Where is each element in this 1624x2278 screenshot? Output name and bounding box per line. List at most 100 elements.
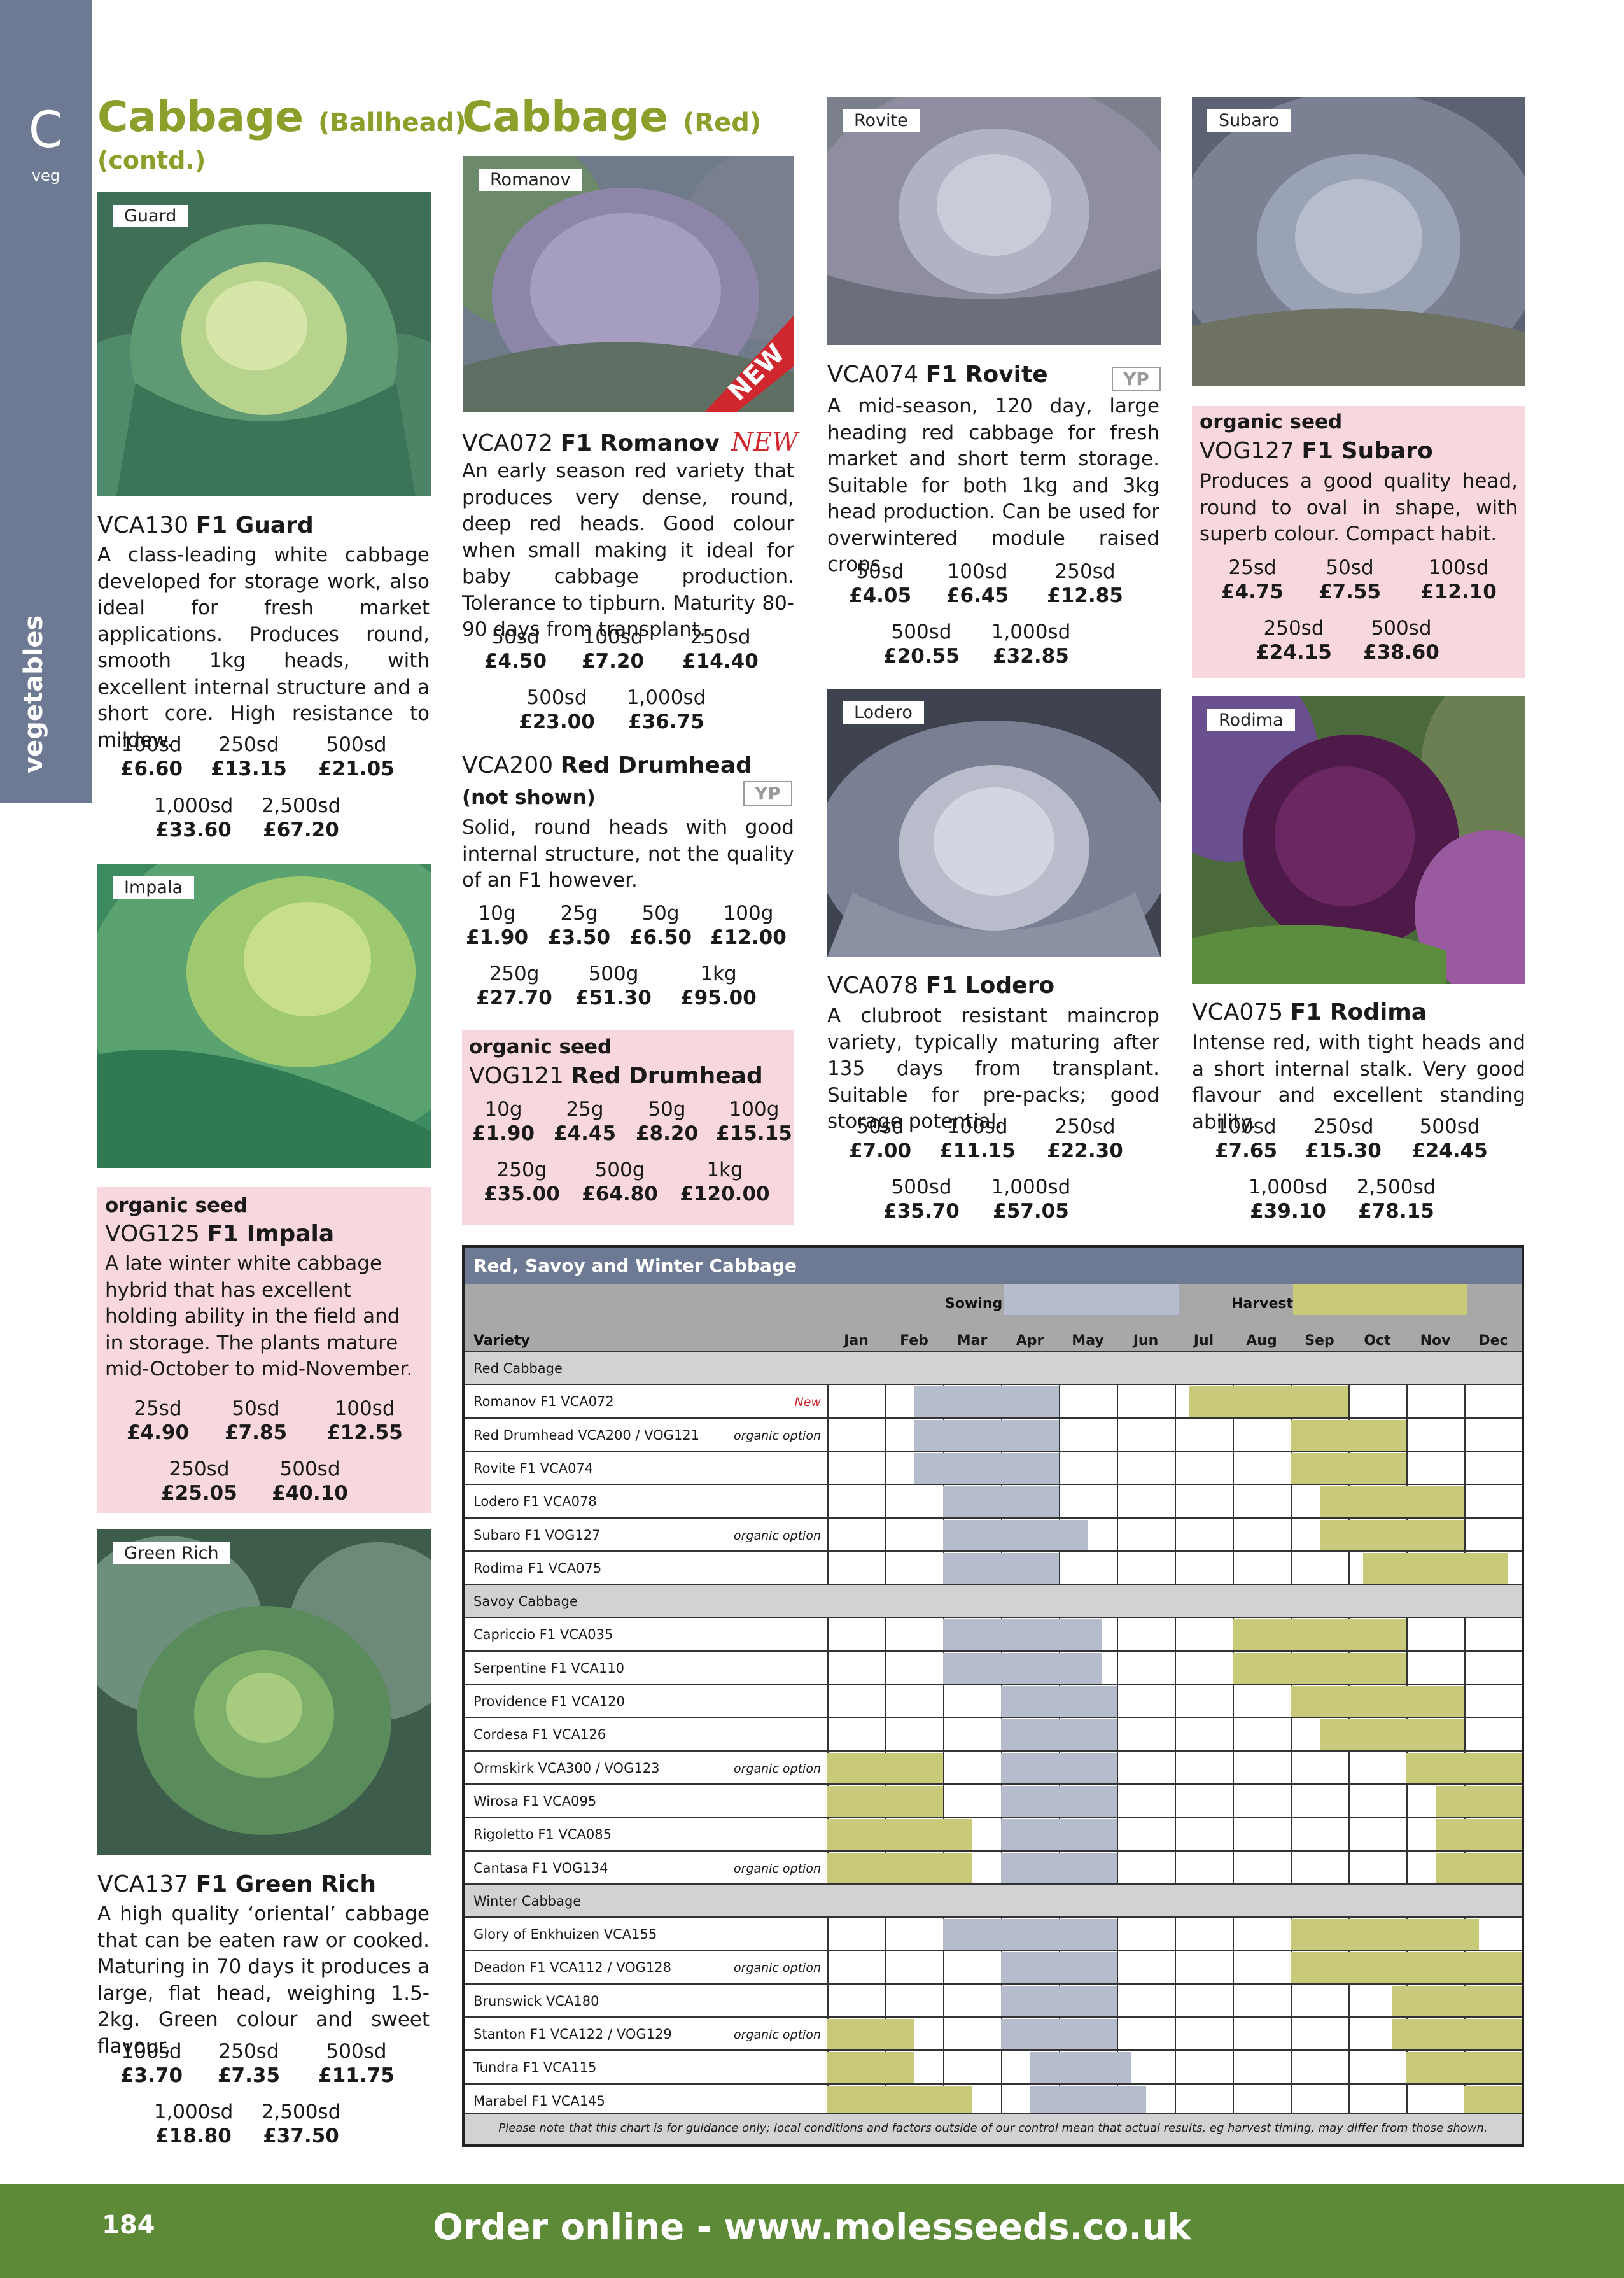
month-cell: [1117, 1784, 1175, 1818]
month-cell: [1175, 2018, 1233, 2051]
variety-name: Ormskirk VCA300 / VOG123: [473, 1760, 660, 1776]
romanov-price-3: 250sd £14.40: [682, 626, 759, 673]
month-cell: [1464, 1418, 1522, 1452]
impala-price-4: 250sd £25.05: [161, 1458, 237, 1505]
month-cell: [1059, 1385, 1117, 1419]
drumhead-price-2: 25g £3.50: [547, 902, 611, 949]
harvest-bar: [1435, 1852, 1522, 1883]
month-cell: [1175, 1618, 1233, 1652]
month-cell: [1117, 1618, 1175, 1652]
sowing-harvest-chart: Red, Savoy and Winter Cabbage Sowing Har…: [462, 1245, 1524, 2147]
month-cell: [1175, 1418, 1233, 1452]
lodero-price-3: 250sd £22.30: [1047, 1115, 1123, 1162]
month-cell: [1175, 1551, 1233, 1585]
rovite-price-2: 100sd £6.45: [946, 560, 1009, 607]
harvest-bar: [1319, 1519, 1464, 1550]
sowing-bar: [943, 1552, 1059, 1584]
organic-option-tag: organic option: [733, 1428, 821, 1443]
sowing-bar: [1001, 2019, 1117, 2050]
drumhead-price-5: 250g £27.70: [476, 962, 552, 1009]
month-cell: [1059, 1551, 1117, 1585]
drumhead-org-price-3: 50g £8.20: [635, 1098, 699, 1145]
month-cell: [1348, 1751, 1406, 1785]
month-cell: [1175, 1485, 1233, 1519]
month-cell: [827, 1551, 885, 1585]
rodima-price-5: 2,500sd £78.15: [1356, 1176, 1436, 1223]
harvest-bar: [1392, 1985, 1522, 2016]
month-cell: [1233, 1518, 1291, 1552]
organic-option-tag: organic option: [733, 2028, 821, 2042]
drumhead-yp-badge: YP: [743, 781, 792, 806]
month-header-jan: Jan: [844, 1333, 869, 1349]
romanov-price-1: 50sd £4.50: [484, 626, 547, 673]
impala-organic-box: [97, 1187, 431, 1513]
sowing-bar: [1001, 1719, 1117, 1750]
variety-name: Red Drumhead VCA200 / VOG121: [473, 1427, 700, 1443]
month-cell: [1233, 1818, 1291, 1852]
drumhead-price-7: 1kg £95.00: [680, 962, 757, 1009]
guard-price-5: 2,500sd £67.20: [261, 794, 341, 841]
impala-organic-tag: organic seed: [105, 1194, 248, 1217]
sowing-bar: [914, 1386, 1059, 1417]
month-cell: [1291, 1485, 1348, 1519]
chart-variety-row: Providence F1 VCA120: [465, 1684, 1522, 1719]
month-cell: [1291, 2018, 1348, 2051]
month-cell: [885, 1385, 943, 1419]
month-cell: [1233, 1451, 1291, 1486]
harvest-bar: [1319, 1486, 1464, 1517]
month-cell: [1291, 2084, 1348, 2118]
variety-name: Marabel F1 VCA145: [473, 2093, 605, 2109]
harvest-bar: [1406, 2052, 1522, 2083]
sowing-bar: [1030, 2052, 1131, 2083]
romanov-price-4: 500sd £23.00: [519, 686, 595, 733]
month-cell: [1406, 2084, 1464, 2118]
month-cell: [827, 1518, 885, 1552]
guard-photo: Guard: [97, 192, 431, 496]
month-cell: [943, 1951, 1001, 1985]
month-cell: [1464, 1718, 1522, 1752]
month-cell: [1175, 2051, 1233, 2085]
harvest-bar: [1392, 2019, 1522, 2050]
month-cell: [1406, 1451, 1464, 1486]
month-cell: [1117, 1451, 1175, 1486]
month-cell: [1117, 1551, 1175, 1585]
impala-description: A late winter white cabbage hybrid that …: [105, 1252, 413, 1381]
chart-variety-row: Rigoletto F1 VCA085: [465, 1817, 1522, 1852]
variety-name: Providence F1 VCA120: [473, 1694, 625, 1709]
order-online-link[interactable]: Order online - www.molesseeds.co.uk: [433, 2207, 1191, 2248]
lodero-price-2: 100sd £11.15: [939, 1115, 1016, 1162]
variety-name: Lodero F1 VCA078: [473, 1494, 597, 1510]
col1-title: Cabbage (Ballhead): [97, 92, 466, 141]
sowing-bar: [1001, 1985, 1117, 2016]
drumhead-heading: VCA200 Red Drumhead: [462, 752, 752, 778]
section-vertical-label: vegetables: [19, 615, 48, 773]
legend-harvest-swatch: [1293, 1284, 1467, 1315]
rovite-photo: Rovite: [827, 97, 1161, 345]
month-header-nov: Nov: [1420, 1333, 1451, 1349]
month-header-jun: Jun: [1133, 1333, 1159, 1349]
month-cell: [1059, 1451, 1117, 1486]
harvest-bar: [1291, 1419, 1406, 1451]
subaro-heading: VOG127 F1 Subaro: [1200, 438, 1433, 464]
chart-variety-row: Rodima F1 VCA075: [465, 1550, 1522, 1585]
lodero-label: Lodero: [843, 701, 924, 724]
rovite-yp-badge: YP: [1112, 367, 1161, 391]
month-cell: [1233, 1918, 1291, 1951]
month-cell: [1464, 1385, 1522, 1419]
page-number: 184: [102, 2211, 155, 2240]
month-cell: [1348, 1784, 1406, 1818]
greenrich-label: Green Rich: [113, 1542, 230, 1564]
harvest-bar: [827, 1752, 943, 1783]
month-cell: [1117, 1651, 1175, 1685]
sowing-bar: [943, 1619, 1103, 1650]
month-cell: [827, 1951, 885, 1985]
month-cell: [1348, 2051, 1406, 2085]
month-cell: [1175, 1518, 1233, 1552]
harvest-bar: [1189, 1386, 1348, 1417]
month-cell: [1175, 1751, 1233, 1785]
month-cell: [1233, 1951, 1291, 1985]
lodero-price-1: 50sd £7.00: [848, 1115, 912, 1162]
month-cell: [1291, 1551, 1348, 1585]
month-cell: [1233, 2051, 1291, 2085]
rodima-price-1: 100sd £7.65: [1214, 1115, 1278, 1162]
